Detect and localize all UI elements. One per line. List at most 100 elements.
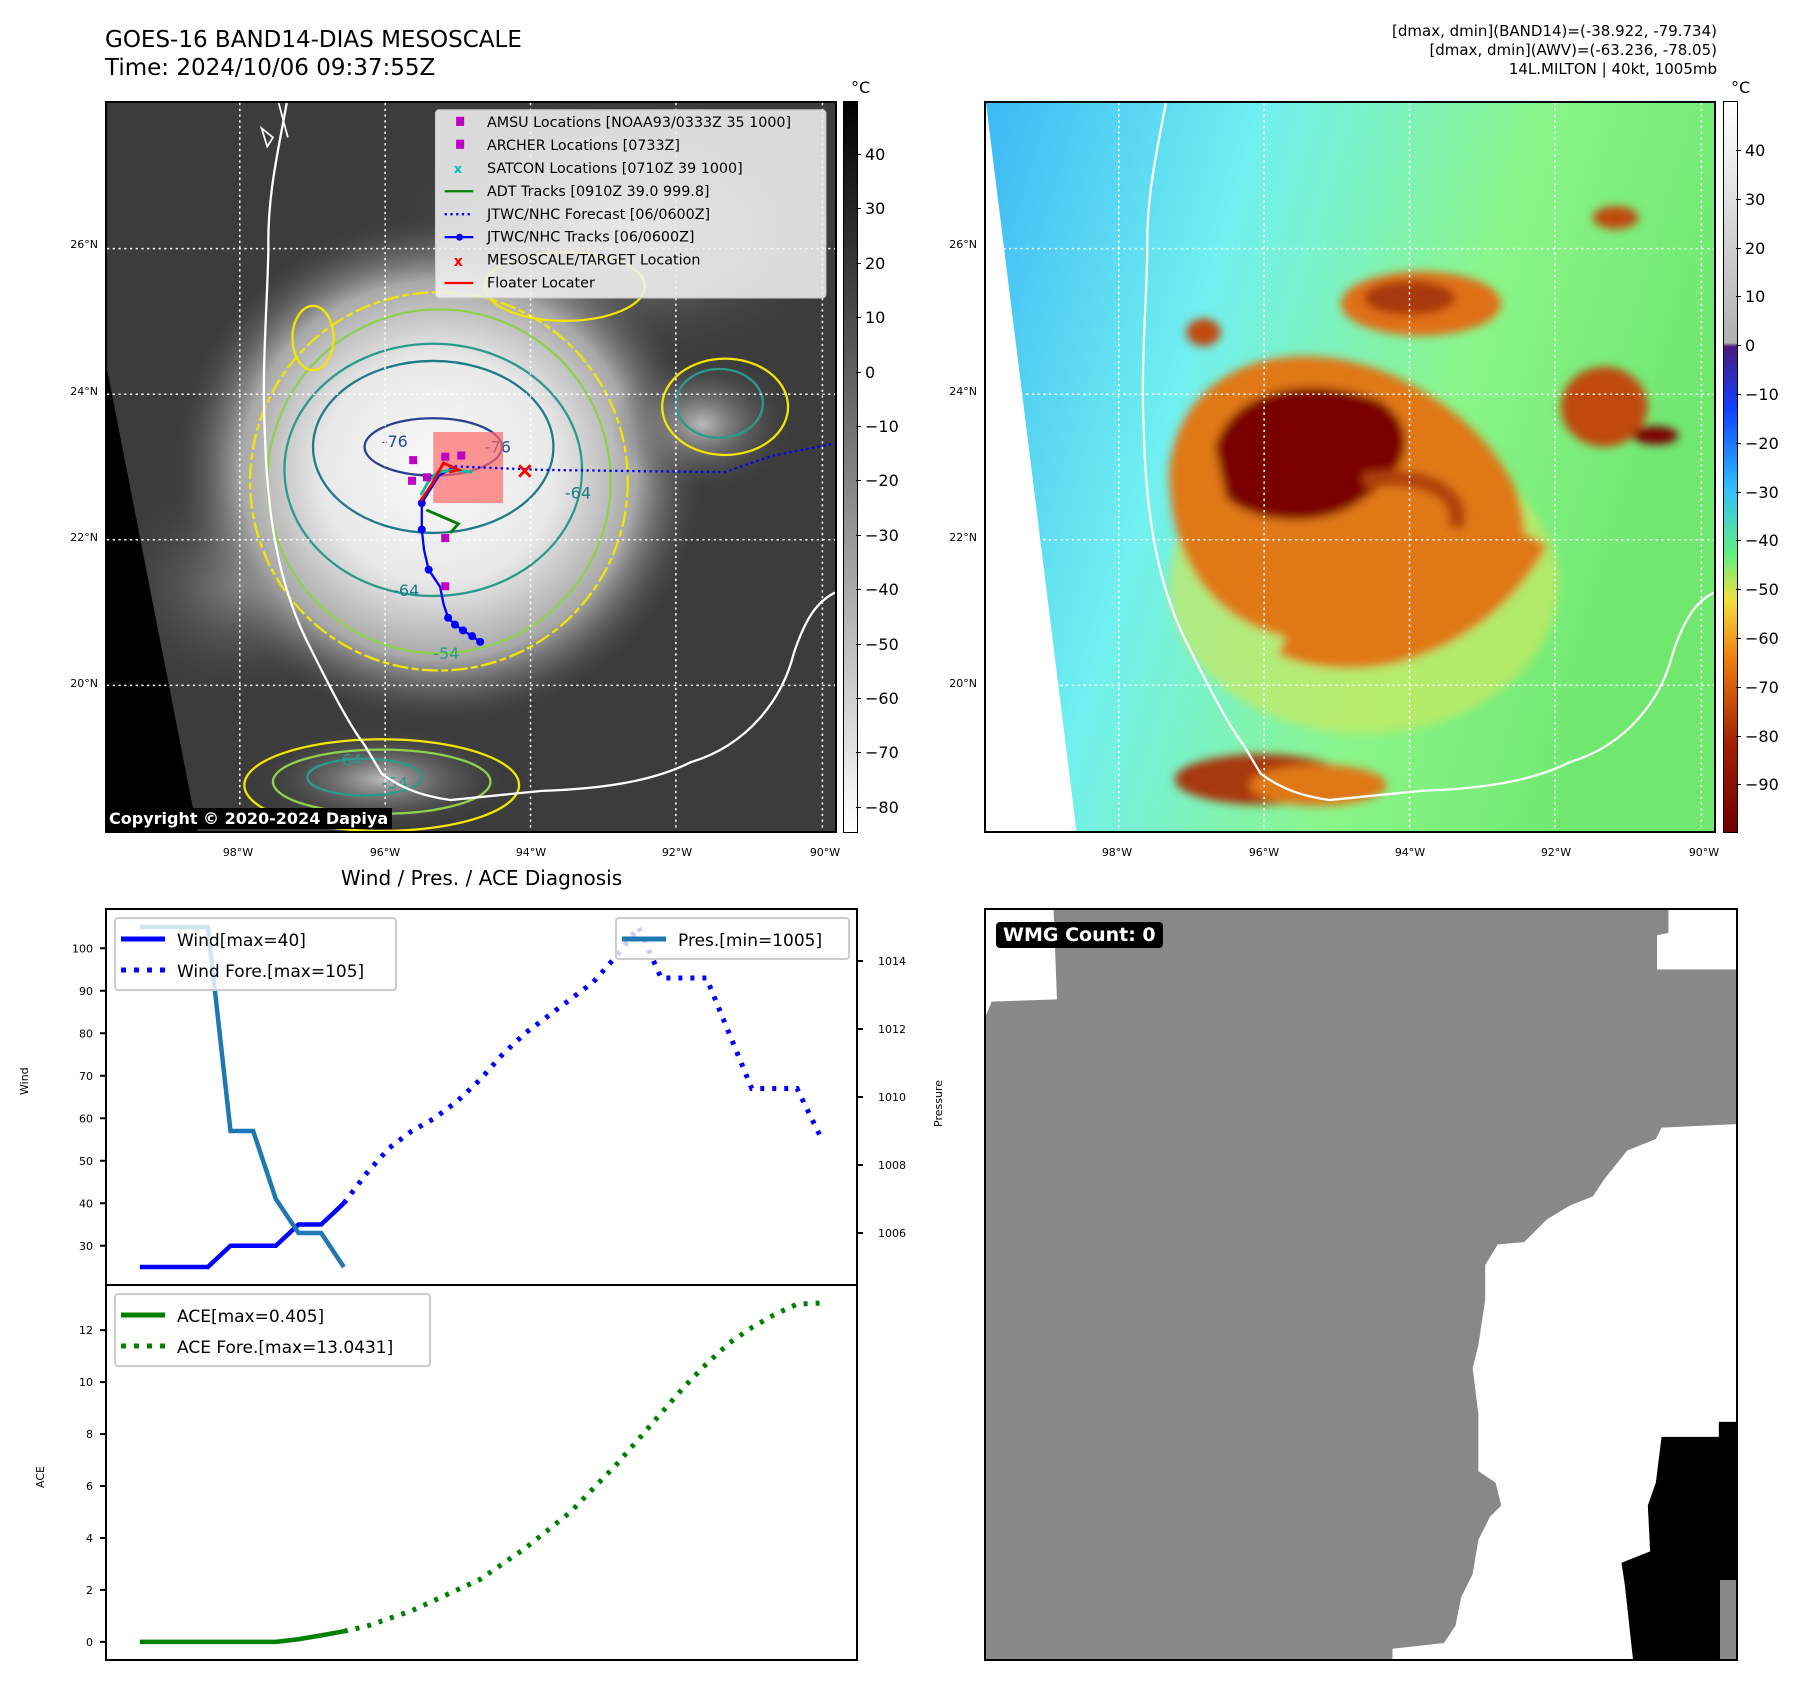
y-tick-label: 12 [79,1324,93,1337]
y-tick-label: 0 [86,1636,93,1649]
y-tick-label: 10 [79,1376,93,1389]
chart-legend [114,1293,431,1367]
legend-label: Pres.[min=1005] [678,931,822,951]
colorbar-tick: −30 [856,525,899,545]
colorbar-tick: 10 [1735,287,1766,307]
colorbar-tick: −40 [1736,531,1779,551]
colorbar-right [1723,101,1738,833]
lon-label: 98°W [1101,846,1133,859]
wind-pressure-chart: 30 40 50 60 70 80 90 100 1006 1008 1010 1012 1014 Win… [72,908,906,1286]
colorbar-tick: −50 [1736,580,1779,600]
y-tick-label: 2 [86,1584,93,1597]
lat-label: 20°N [949,677,977,690]
lat-label: 24°N [70,385,98,398]
lon-label: 94°W [515,846,547,859]
colorbar-tick: 40 [1735,141,1766,160]
figure-stats: [dmax, dmin](BAND14)=(-38.922, -79.734) … [1392,22,1717,79]
contour-label: -54 [433,644,459,663]
target-location-marker [518,464,532,478]
colorbar-tick: −70 [856,743,899,763]
lat-label: 24°N [949,385,977,398]
diagnosis-title: Wind / Pres. / ACE Diagnosis [340,866,623,890]
colorbar-tick: 40 [855,145,886,164]
colorbar-tick: −80 [1736,726,1779,746]
chart-legend [615,917,850,960]
legend-satcon: SATCON Locations [0710Z 39 1000] [487,161,743,177]
lon-label: 92°W [1540,846,1572,859]
series-line-ace-fore- [343,1300,820,1634]
awv-range: [dmax, dmin](AWV)=(-63.236, -78.05) [1429,41,1717,59]
colorbar-tick: −30 [1736,482,1779,502]
legend-archer: ARCHER Locations [0733Z] [487,138,680,154]
colorbar-tick: −20 [856,471,899,491]
wmg-panel: WMG Count: 0 [984,908,1738,1661]
y-tick-label: 50 [79,1155,93,1168]
y-tick-label: 80 [79,1027,93,1040]
contour-label: -76 [382,432,408,451]
colorbar-tick: 20 [1735,238,1766,258]
lat-label: 26°N [949,238,977,251]
lon-label: 96°W [1248,846,1280,859]
title-time: Time: 2024/10/06 09:37:55Z [105,55,436,81]
legend-forecast: JTWC/NHC Forecast [06/0600Z] [486,207,710,223]
lon-label: 98°W [222,846,254,859]
y2-tick-label: 1014 [878,955,906,968]
band14-range: [dmax, dmin](BAND14)=(-38.922, -79.734) [1392,22,1717,40]
series-line-wind-fore- [341,922,822,1205]
lon-label: 90°W [809,846,841,859]
legend-target: MESOSCALE/TARGET Location [487,253,700,269]
colorbar-tick: −90 [1736,775,1779,795]
lon-label: 94°W [1394,846,1426,859]
y-tick-label: 8 [86,1428,93,1441]
ace-axis-label: ACE [34,1466,47,1488]
y-tick-label: 4 [86,1532,93,1545]
contour-label: -64 [336,751,362,770]
y-tick-label: 6 [86,1480,93,1493]
legend-label: ACE Fore.[max=13.0431] [177,1338,393,1358]
colorbar-tick: −80 [856,797,899,817]
colorbar-tick: −10 [1736,385,1779,404]
pressure-axis-label: Pressure [932,1080,945,1127]
wmg-black-region [1621,1421,1736,1659]
legend-adt: ADT Tracks [0910Z 39.0 999.8] [487,184,709,200]
wmg-count-badge: WMG Count: 0 [996,922,1163,948]
y2-tick-label: 1006 [878,1227,906,1240]
y-tick-label: 90 [79,985,93,998]
series-line-wind [139,1201,346,1270]
figure-title: GOES-16 BAND14-DIAS MESOSCALE Time: 2024… [105,26,522,82]
y-tick-label: 60 [79,1112,93,1125]
ace-chart: 0 2 4 6 8 10 12 ACE[max=0.405] ACE Fore.[max=13.… [79,1284,858,1661]
colorbar-right-unit: °C [1731,78,1751,97]
colorbar-tick: −60 [1736,629,1779,648]
colorbar-tick: −20 [1736,433,1779,453]
svg-text:x: x [454,161,462,176]
colorbar-tick: −50 [856,634,899,654]
floater-locater [419,461,463,502]
colorbar-tick: 0 [1735,336,1756,356]
y-tick-label: 40 [79,1197,93,1210]
archer-locations [408,451,466,591]
wmg-gray-region [986,910,1736,1659]
y2-tick-label: 1012 [878,1023,906,1036]
lon-label: 90°W [1688,846,1720,859]
colorbar-tick: 20 [855,253,886,273]
title-product: GOES-16 BAND14-DIAS MESOSCALE [105,27,522,53]
chart-legend [114,917,397,991]
band14-color-map[interactable] [984,101,1716,833]
colorbar-tick: −60 [856,689,899,708]
storm-info: 14L.MILTON | 40kt, 1005mb [1508,60,1717,78]
y2-tick-label: 1010 [878,1091,906,1104]
lon-label: 96°W [369,846,401,859]
series-line-ace [139,1629,345,1645]
band14-grayscale-map[interactable]: -76 -76 -64 -64 -54 -64 -54 [105,101,837,833]
colorbar-left [843,101,858,833]
colorbar-tick: −40 [856,580,899,600]
lat-label: 20°N [70,677,98,690]
lat-label: 22°N [949,531,977,544]
map-legend: AMSU Locations [NOAA93/0333Z 35 1000] AR… [434,109,827,299]
jtwc-forecast-track [454,442,835,474]
y-tick-label: 30 [79,1240,93,1253]
colorbar-left-unit: °C [851,78,871,97]
legend-label: Wind[max=40] [177,931,306,951]
contour-label: -64 [393,581,419,600]
